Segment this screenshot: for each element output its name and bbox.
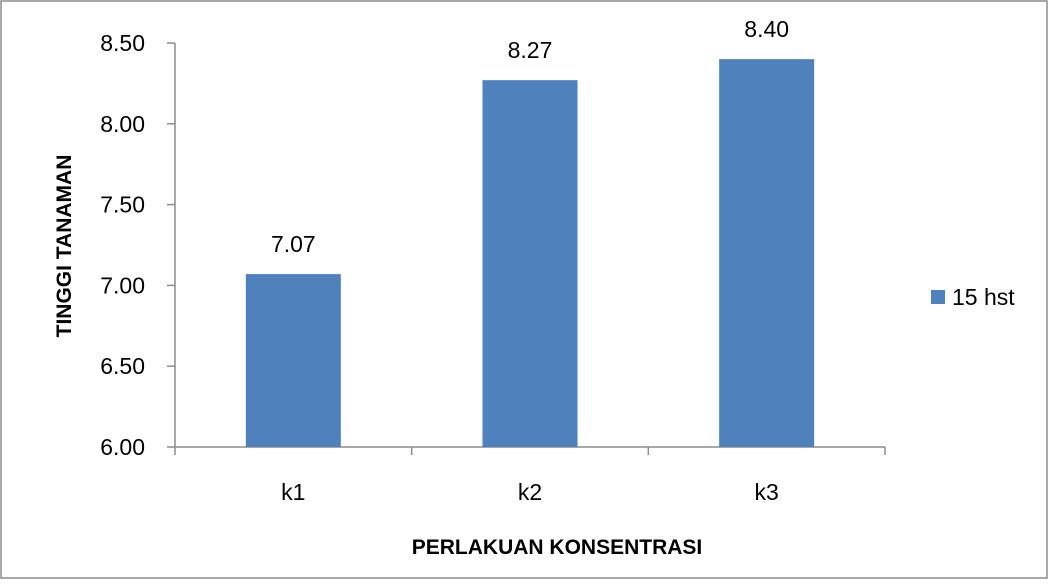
y-tick-label: 8.50 <box>100 30 145 56</box>
y-tick-label: 7.00 <box>100 272 145 298</box>
x-axis-title: PERLAKUAN KONSENTRASI <box>412 536 703 559</box>
data-label-k3: 8.40 <box>744 16 789 42</box>
y-axis-ticks: 6.00 6.50 7.00 7.50 8.00 8.50 <box>100 30 175 460</box>
legend-label-15-hst: 15 hst <box>952 284 1015 310</box>
x-tick-label-k2: k2 <box>518 479 542 505</box>
y-tick-label: 8.00 <box>100 111 145 137</box>
bar-k2 <box>482 80 578 447</box>
y-axis-title: TINGGI TANAMAN <box>53 155 76 338</box>
legend-swatch-15-hst <box>931 290 945 304</box>
x-tick-label-k1: k1 <box>281 479 305 505</box>
bars <box>245 59 815 447</box>
x-axis-ticks: k1 k2 k3 <box>174 447 886 505</box>
legend: 15 hst <box>931 284 1015 310</box>
data-labels: 7.07 8.27 8.40 <box>271 16 789 257</box>
data-label-k1: 7.07 <box>271 231 316 257</box>
y-tick-label: 6.00 <box>100 434 145 460</box>
data-label-k2: 8.27 <box>508 37 553 63</box>
y-tick-label: 7.50 <box>100 192 145 218</box>
bar-k3 <box>719 59 815 447</box>
bar-k1 <box>245 274 341 447</box>
x-tick-label-k3: k3 <box>755 479 779 505</box>
y-tick-label: 6.50 <box>100 353 145 379</box>
